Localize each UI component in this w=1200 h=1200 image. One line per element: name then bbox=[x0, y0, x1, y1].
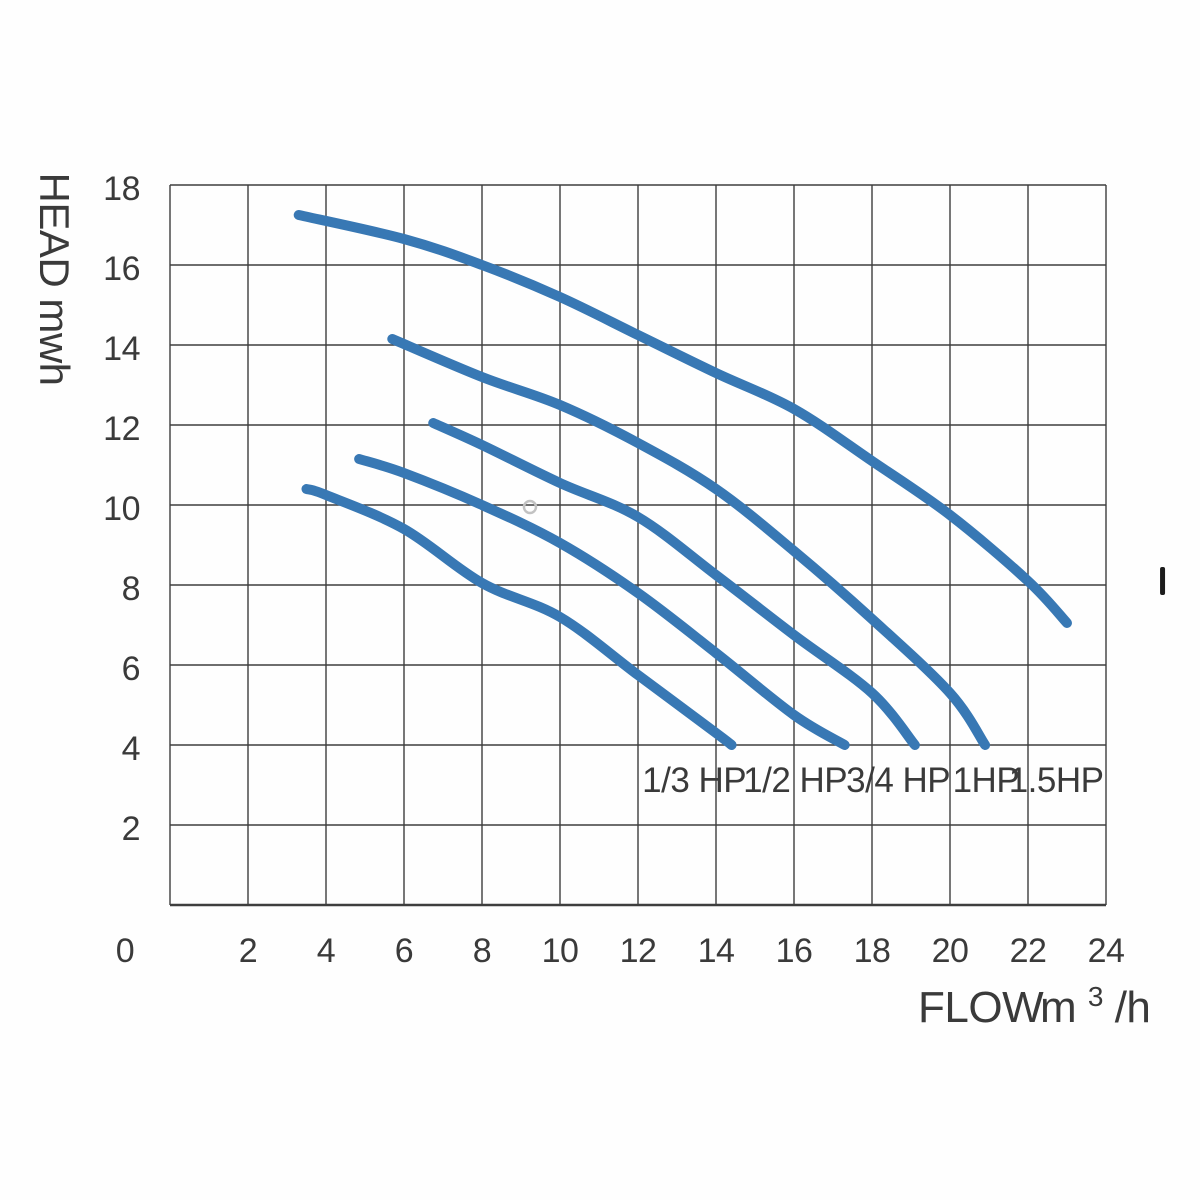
curve-1-5hp bbox=[293, 210, 1072, 628]
series-label-1-5hp: 1.5HP bbox=[1009, 761, 1104, 800]
annotations bbox=[522, 499, 1166, 595]
x-tick-2: 2 bbox=[239, 932, 257, 970]
y-tick-18: 18 bbox=[103, 170, 140, 208]
y-axis-title: HEAD mwh bbox=[31, 172, 78, 385]
x-tick-4: 4 bbox=[317, 932, 335, 970]
series-label-3-4-hp: 3/4 HP bbox=[846, 761, 950, 800]
y-tick-14: 14 bbox=[103, 330, 140, 368]
y-axis-tick-labels: 2 4 6 8 10 12 14 16 18 bbox=[103, 170, 140, 848]
series-label-1hp: 1HP bbox=[953, 761, 1020, 800]
x-tick-6: 6 bbox=[395, 932, 413, 970]
x-tick-14: 14 bbox=[698, 932, 735, 970]
stray-tick-mark bbox=[1160, 567, 1166, 595]
x-axis-unit-base: m bbox=[1040, 983, 1076, 1032]
grid bbox=[169, 184, 1107, 907]
x-axis-title: FLOW m 3 /h bbox=[918, 967, 1150, 1032]
x-tick-20: 20 bbox=[932, 932, 969, 970]
y-tick-12: 12 bbox=[103, 410, 140, 448]
curve-1-2-hp bbox=[354, 454, 850, 750]
y-tick-4: 4 bbox=[122, 730, 140, 768]
x-tick-18: 18 bbox=[854, 932, 891, 970]
y-tick-2: 2 bbox=[122, 810, 140, 848]
curves bbox=[293, 210, 1072, 750]
y-tick-10: 10 bbox=[103, 490, 140, 528]
curve-3-4-hp bbox=[428, 418, 920, 750]
x-axis-title-word: FLOW bbox=[918, 983, 1044, 1032]
origin-tick-label: 0 bbox=[116, 932, 134, 970]
y-tick-16: 16 bbox=[103, 250, 140, 288]
x-tick-12: 12 bbox=[620, 932, 657, 970]
x-tick-24: 24 bbox=[1088, 932, 1125, 970]
x-axis-unit-superscript: 3 bbox=[1088, 981, 1103, 1012]
x-tick-10: 10 bbox=[542, 932, 579, 970]
x-tick-22: 22 bbox=[1010, 932, 1047, 970]
series-label-1-3-hp: 1/3 HP bbox=[642, 761, 746, 800]
x-tick-8: 8 bbox=[473, 932, 491, 970]
faint-ring-artifact bbox=[522, 499, 538, 515]
y-tick-6: 6 bbox=[122, 650, 140, 688]
x-axis-tick-labels: 2 4 6 8 10 12 14 16 18 20 22 240 bbox=[116, 932, 1125, 970]
series-label-1-2-hp: 1/2 HP bbox=[743, 761, 847, 800]
x-tick-16: 16 bbox=[776, 932, 813, 970]
x-axis-unit-rest: /h bbox=[1115, 983, 1151, 1032]
y-tick-8: 8 bbox=[122, 570, 140, 608]
curve-1hp bbox=[387, 334, 991, 750]
curve-1-3-hp bbox=[301, 484, 737, 750]
